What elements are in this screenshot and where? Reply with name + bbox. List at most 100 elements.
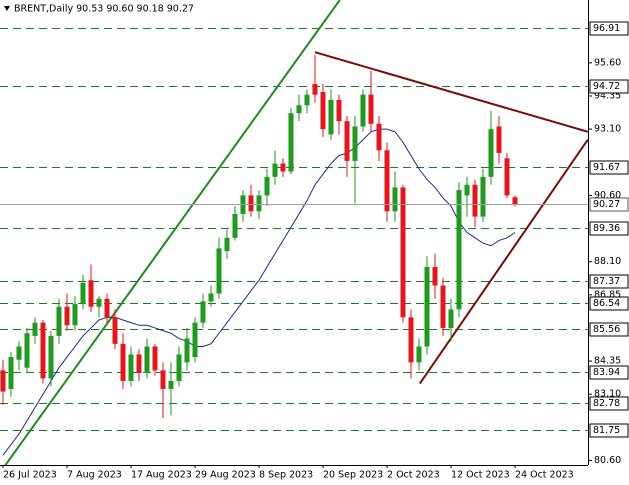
candle-body <box>392 187 398 212</box>
candle-body <box>272 163 278 177</box>
candle-body <box>192 322 198 358</box>
candle-body <box>200 301 206 323</box>
candle-body <box>512 197 518 205</box>
plot-area <box>0 0 588 465</box>
candle-body <box>16 346 22 360</box>
candle-body <box>368 94 374 124</box>
y-tick-label: 83.10 <box>594 389 621 400</box>
candle-body <box>128 354 134 381</box>
candle-body <box>360 94 366 127</box>
candle-body <box>312 84 318 95</box>
candle-body <box>72 304 78 326</box>
candle-body <box>376 123 382 151</box>
candle-body <box>440 285 446 328</box>
x-tick-label: 2 Oct 2023 <box>387 470 440 481</box>
y-tick-label: 80.60 <box>594 455 621 466</box>
y-tick-label: 84.35 <box>594 356 621 367</box>
candle-body <box>0 370 6 392</box>
y-tick-label: 90.60 <box>594 190 621 201</box>
y-tick-label: 88.10 <box>594 256 621 267</box>
candle-body <box>264 176 270 196</box>
x-tick-label: 26 Jul 2023 <box>3 470 57 481</box>
candle-body <box>280 163 286 172</box>
candle-body <box>464 184 470 196</box>
level-label-box <box>589 296 629 311</box>
candle-body <box>344 121 350 161</box>
price-label: 90.27 <box>593 199 620 210</box>
x-tick-label: 17 Aug 2023 <box>131 470 192 481</box>
candle-body <box>232 213 238 238</box>
y-tick-label: 95.60 <box>594 57 621 68</box>
trendline <box>314 51 588 133</box>
level-label-box <box>589 274 629 289</box>
candle-body <box>288 113 294 172</box>
y-tick-label: 86.85 <box>594 289 621 300</box>
y-tick-label: 93.10 <box>594 124 621 135</box>
candle-body <box>216 248 222 294</box>
candle-body <box>208 293 214 302</box>
level-label-box <box>589 423 629 438</box>
x-tick-label: 12 Oct 2023 <box>451 470 510 481</box>
level-label-box <box>589 221 629 236</box>
candle-body <box>432 266 438 286</box>
trendline <box>418 139 588 385</box>
candle-body <box>56 306 62 336</box>
candle-body <box>184 338 190 363</box>
candle-body <box>456 190 462 310</box>
level-label: 82.78 <box>593 398 620 409</box>
candle-body <box>152 346 158 371</box>
trendline <box>4 0 341 465</box>
menu-icon[interactable] <box>4 6 10 11</box>
y-tick-label: 94.35 <box>594 90 621 101</box>
candle-body <box>160 370 166 389</box>
x-tick-label: 7 Aug 2023 <box>67 470 122 481</box>
candle-body <box>32 322 38 336</box>
candle-body <box>448 309 454 328</box>
chart-title: BRENT,Daily 90.53 90.60 90.18 90.27 <box>14 4 194 15</box>
price-label-box <box>589 197 629 212</box>
candle-body <box>384 150 390 212</box>
x-tick-label: 29 Aug 2023 <box>195 470 256 481</box>
level-label: 87.37 <box>593 276 620 287</box>
candle-body <box>80 282 86 305</box>
candle-body <box>416 346 422 363</box>
candle-body <box>168 380 174 389</box>
level-label: 96.91 <box>593 23 620 34</box>
candle-body <box>488 129 494 177</box>
candle-body <box>48 335 54 379</box>
candle-body <box>8 357 14 389</box>
x-tick-label: 8 Sep 2023 <box>259 470 313 481</box>
candle-body <box>104 298 110 318</box>
level-label: 81.75 <box>593 425 620 436</box>
candle-body <box>176 354 182 381</box>
candle-body <box>328 99 334 135</box>
candle-body <box>144 346 150 374</box>
candle-body <box>24 333 30 368</box>
candle-body <box>352 126 358 161</box>
candle-body <box>224 237 230 252</box>
moving-average <box>2 128 516 456</box>
candle-body <box>96 298 102 307</box>
level-label-box <box>589 79 629 94</box>
candle-body <box>304 94 310 106</box>
candle-body <box>336 99 342 122</box>
candle-body <box>120 343 126 381</box>
candle-body <box>296 105 302 114</box>
level-label: 83.94 <box>593 367 620 378</box>
candle-body <box>504 158 510 196</box>
candle-body <box>424 266 430 347</box>
level-label: 85.56 <box>593 324 620 335</box>
level-label-box <box>589 21 629 36</box>
candle-body <box>320 91 326 130</box>
level-label-box <box>589 322 629 337</box>
level-label: 94.72 <box>593 81 620 92</box>
candle-body <box>112 317 118 344</box>
candle-body <box>480 176 486 217</box>
candle-body <box>256 195 262 212</box>
candle-body <box>136 354 142 374</box>
level-label-box <box>589 365 629 380</box>
candle-body <box>400 187 406 318</box>
candle-body <box>408 317 414 363</box>
